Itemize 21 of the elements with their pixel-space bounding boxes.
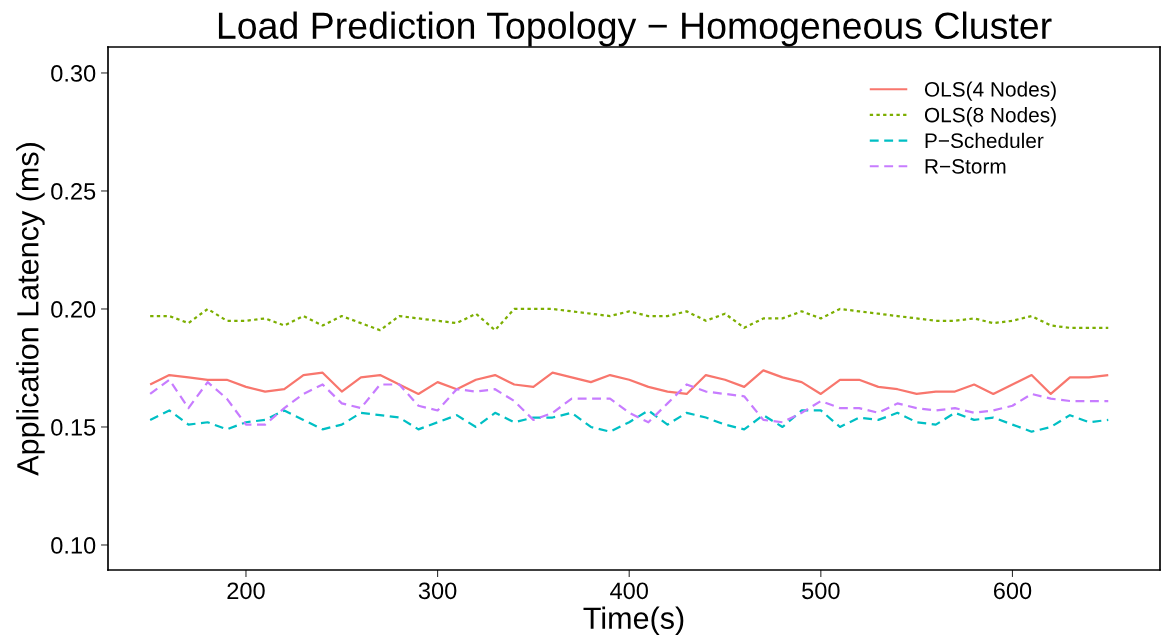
x-tick-label: 500	[802, 582, 840, 600]
y-tick-label: 0.15	[51, 419, 96, 436]
y-tick-label: 0.25	[51, 183, 96, 200]
legend-label: R−Storm	[925, 159, 1006, 174]
x-tick-label: 200	[227, 582, 265, 600]
line-series	[149, 369, 1110, 396]
y-axis-title: Application Latency (ms)	[16, 143, 45, 476]
line-series	[149, 378, 1110, 426]
chart-title: Load Prediction Topology − Homogeneous Cluster	[218, 11, 1052, 47]
line-series	[149, 307, 1110, 332]
y-tick-label: 0.10	[51, 537, 96, 554]
x-axis-title: Time(s)	[583, 606, 684, 636]
x-tick-label: 300	[418, 582, 457, 600]
line-series	[149, 409, 1110, 433]
legend-label: OLS(4 Nodes)	[924, 81, 1056, 101]
y-tick-label: 0.20	[51, 301, 96, 318]
x-tick-label: 600	[993, 582, 1032, 600]
legend-label: OLS(8 Nodes)	[924, 107, 1056, 127]
x-tick-label: 400	[610, 582, 648, 600]
legend-label: P−Scheduler	[925, 132, 1044, 149]
y-tick-label: 0.30	[51, 65, 96, 82]
